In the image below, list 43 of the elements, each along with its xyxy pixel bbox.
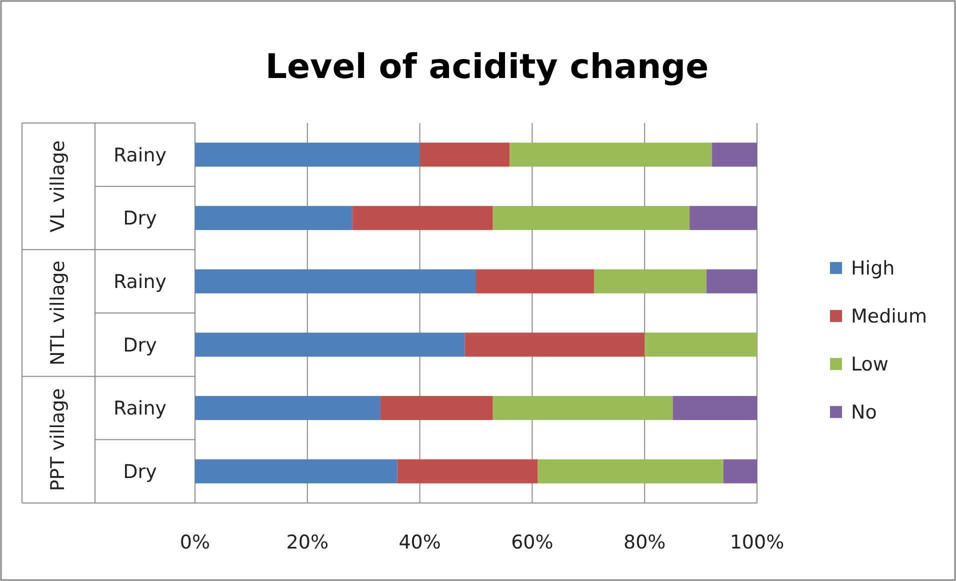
text: NTL village	[47, 260, 69, 366]
bar	[690, 206, 757, 230]
bar	[672, 396, 757, 420]
bar	[594, 269, 706, 294]
bar	[712, 142, 757, 167]
bar	[476, 269, 594, 294]
bar	[510, 142, 712, 167]
bar	[195, 332, 465, 357]
bar	[464, 332, 645, 357]
bar	[538, 459, 724, 484]
y-tick-label: Rainy	[114, 270, 166, 293]
bar	[195, 459, 398, 484]
bar	[195, 206, 352, 230]
y-tick-label: Dry	[123, 460, 157, 483]
x-tick-label: 60%	[511, 531, 554, 554]
y-tick-label: Rainy	[114, 144, 166, 166]
bar	[380, 396, 493, 420]
legend-label: Medium	[851, 306, 927, 328]
bar	[195, 269, 476, 294]
bar	[397, 459, 538, 484]
bar	[644, 332, 757, 357]
legend-label: No	[851, 402, 877, 424]
bar	[352, 206, 493, 230]
chart-title: Level of acidity change	[265, 47, 709, 87]
bar	[706, 269, 757, 294]
x-tick-label: 100%	[730, 531, 784, 554]
y-tick-label: Dry	[123, 208, 157, 230]
x-tick-label: 80%	[623, 531, 666, 554]
bar	[195, 142, 420, 167]
y-tick-label: Dry	[123, 334, 157, 356]
text: VL village	[47, 140, 69, 232]
y-tick-label: Rainy	[114, 398, 166, 420]
x-tick-label: 40%	[398, 531, 441, 554]
legend-label: Low	[851, 354, 888, 376]
bar	[195, 396, 380, 420]
bar	[492, 206, 690, 230]
text: PPT village	[47, 388, 69, 492]
bar	[420, 142, 510, 167]
legend-label: High	[851, 258, 895, 280]
bar	[723, 459, 757, 484]
x-tick-label: 20%	[286, 531, 329, 554]
x-tick-label: 0%	[180, 531, 210, 554]
bar	[492, 396, 673, 420]
